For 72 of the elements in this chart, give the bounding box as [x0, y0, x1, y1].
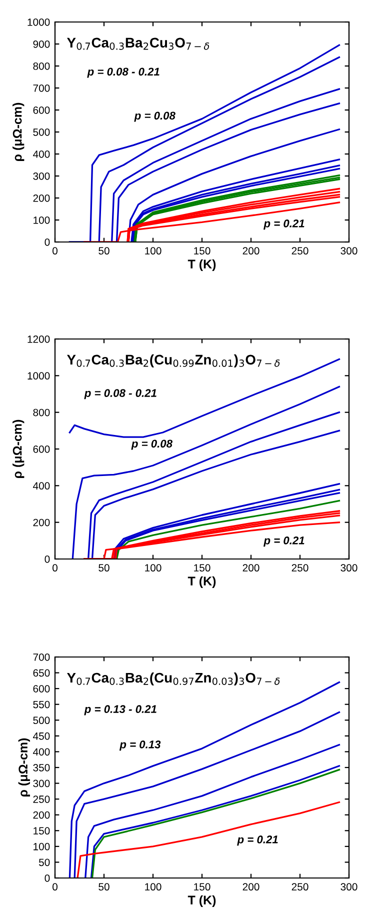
y-tick-label: 0: [44, 874, 50, 882]
y-tick-label: 600: [33, 106, 50, 114]
x-tick-label: 300: [340, 883, 358, 891]
annotation: p = 0.08: [134, 112, 176, 122]
y-axis-title: ρ (μΩ-cm): [12, 102, 24, 161]
annotation: p = 0.13 - 0.21: [84, 705, 156, 716]
x-tick-label: 50: [98, 883, 110, 891]
annotation: p = 0.21: [237, 836, 278, 846]
x-axis-title: T (K): [188, 259, 216, 271]
annotation: p = 0.08 - 0.21: [84, 389, 156, 400]
x-tick-label: 250: [292, 883, 308, 891]
x-tick-label: 100: [145, 883, 162, 891]
annotation: p = 0.13: [119, 740, 161, 751]
x-tick-label: 200: [242, 247, 260, 255]
x-tick-label: 150: [194, 564, 210, 572]
y-tick-label: 800: [33, 408, 50, 416]
y-tick-label: 550: [33, 700, 50, 708]
x-tick-label: 100: [145, 247, 162, 255]
x-tick-label: 250: [292, 564, 308, 572]
y-tick-label: 400: [33, 150, 50, 158]
annotation: p = 0.08 - 0.21: [87, 68, 160, 78]
annotation: p = 0.21: [263, 220, 304, 230]
y-tick-label: 600: [33, 446, 50, 453]
y-tick-label: 1200: [28, 336, 50, 343]
y-tick-label: 400: [33, 748, 50, 756]
chart-title: Y$_{0.7}$Ca$_{0.3}$Ba$_{2}$Cu$_{3}$O$_{7−δ}$: [66, 38, 210, 50]
y-tick-label: 100: [34, 216, 50, 224]
chart-title: Y$_{0.7}$Ca$_{0.3}$Ba$_{2}$(Cu$_{0.97}$Zn$_{0.03}$)$_{3}$O$_{7−δ}$: [66, 672, 280, 686]
y-axis-title: ρ (μΩ-cm): [12, 420, 24, 478]
x-tick-label: 100: [145, 564, 162, 572]
y-tick-label: 600: [33, 685, 50, 692]
y-tick-label: 200: [33, 194, 50, 202]
x-axis-title: T (K): [188, 895, 216, 907]
y-tick-label: 800: [33, 62, 50, 70]
y-tick-label: 500: [33, 716, 50, 724]
x-tick-label: 50: [98, 564, 110, 572]
y-tick-label: 250: [33, 796, 50, 803]
y-tick-label: 50: [38, 858, 50, 866]
y-tick-label: 200: [33, 518, 50, 526]
y-axis-title: ρ (μΩ-cm): [18, 738, 30, 796]
y-tick-label: 700: [33, 654, 50, 661]
y-tick-label: 300: [33, 172, 50, 180]
x-axis-title: T (K): [188, 576, 216, 588]
x-tick-label: 200: [242, 564, 260, 572]
x-tick-label: 200: [242, 883, 260, 891]
chart-title: Y$_{0.7}$Ca$_{0.3}$Ba$_{2}$(Cu$_{0.99}$Zn$_{0.01}$)$_{3}$O$_{7−δ}$: [66, 354, 280, 368]
y-tick-label: 100: [34, 842, 50, 850]
x-tick-label: 150: [194, 247, 210, 255]
x-tick-label: 0: [52, 883, 58, 891]
annotation: p = 0.08: [131, 440, 172, 450]
x-tick-label: 0: [52, 564, 58, 572]
x-tick-label: 0: [52, 247, 58, 255]
y-tick-label: 700: [33, 84, 50, 92]
x-tick-label: 250: [292, 247, 308, 255]
y-tick-label: 1000: [28, 18, 50, 26]
annotation: p = 0.21: [263, 536, 304, 547]
y-tick-label: 450: [33, 732, 50, 740]
y-tick-label: 500: [33, 128, 50, 136]
y-tick-label: 200: [33, 811, 50, 819]
y-tick-label: 900: [33, 40, 50, 48]
y-tick-label: 0: [44, 238, 50, 246]
y-tick-label: 350: [33, 764, 50, 772]
y-tick-label: 150: [34, 827, 50, 835]
x-tick-label: 300: [340, 247, 358, 255]
x-tick-label: 150: [194, 883, 210, 891]
y-tick-label: 400: [33, 482, 50, 490]
y-tick-label: 0: [44, 556, 50, 563]
x-tick-label: 50: [98, 247, 110, 255]
x-tick-label: 300: [340, 564, 358, 572]
y-tick-label: 300: [33, 780, 50, 788]
y-tick-label: 650: [33, 669, 50, 677]
y-tick-label: 1000: [28, 372, 50, 380]
